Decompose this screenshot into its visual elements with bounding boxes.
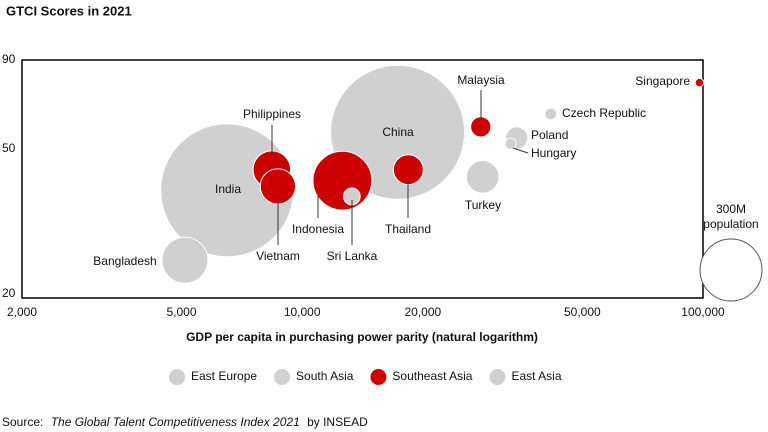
point-label: Hungary: [531, 146, 576, 160]
point-label: Indonesia: [292, 222, 344, 236]
bubble: [465, 160, 500, 194]
legend-swatch: [370, 369, 387, 385]
bubble: [694, 77, 705, 88]
size-legend-label: population: [703, 217, 758, 231]
plot-frame: [21, 59, 704, 299]
legend-swatch: [169, 369, 185, 385]
source-title: The Global Talent Competitiveness Index …: [51, 415, 300, 429]
x-tick-label: 5,000: [166, 305, 196, 319]
y-tick-label: 20: [2, 286, 16, 300]
size-legend-bubble: [699, 238, 763, 302]
point-label: Thailand: [385, 222, 431, 236]
point-label: China: [382, 125, 414, 139]
legend-swatch: [274, 369, 291, 385]
point-label: Turkey: [465, 198, 501, 212]
point-label: Bangladesh: [93, 254, 156, 268]
point-label: Poland: [531, 128, 568, 142]
bubble: [161, 236, 209, 284]
y-tick-label: 90: [2, 52, 16, 66]
point-label: Czech Republic: [562, 106, 646, 120]
bubble: [312, 150, 373, 211]
chart-title: GTCI Scores in 2021: [6, 3, 132, 18]
size-legend-label: 300M: [716, 202, 746, 216]
bubble: [470, 116, 492, 138]
x-axis-title: GDP per capita in purchasing power parit…: [186, 330, 538, 344]
source-prefix: Source:: [2, 415, 43, 429]
legend-label: Southeast Asia: [392, 369, 472, 383]
point-label: Malaysia: [457, 73, 505, 87]
point-label: Sri Lanka: [327, 249, 378, 263]
bubble: [259, 168, 297, 205]
bubble: [544, 107, 558, 121]
x-tick-label: 50,000: [564, 305, 601, 319]
point-label: Philippines: [243, 107, 301, 121]
leader-line: [512, 147, 529, 154]
bubble: [504, 137, 517, 150]
point-label: India: [215, 182, 241, 196]
point-label: Singapore: [635, 74, 690, 88]
legend-label: South Asia: [296, 369, 354, 383]
legend-label: East Europe: [191, 369, 257, 383]
legend-label: East Asia: [511, 369, 561, 383]
source-suffix: by INSEAD: [307, 415, 368, 429]
x-tick-label: 100,000: [681, 305, 725, 319]
y-tick-label: 50: [2, 141, 16, 155]
point-label: Vietnam: [256, 249, 300, 263]
source: Source: The Global Talent Competitivenes…: [2, 415, 368, 429]
x-tick-label: 2,000: [7, 305, 37, 319]
x-tick-label: 10,000: [284, 305, 321, 319]
x-tick-label: 20,000: [404, 305, 441, 319]
legend-swatch: [489, 369, 506, 385]
